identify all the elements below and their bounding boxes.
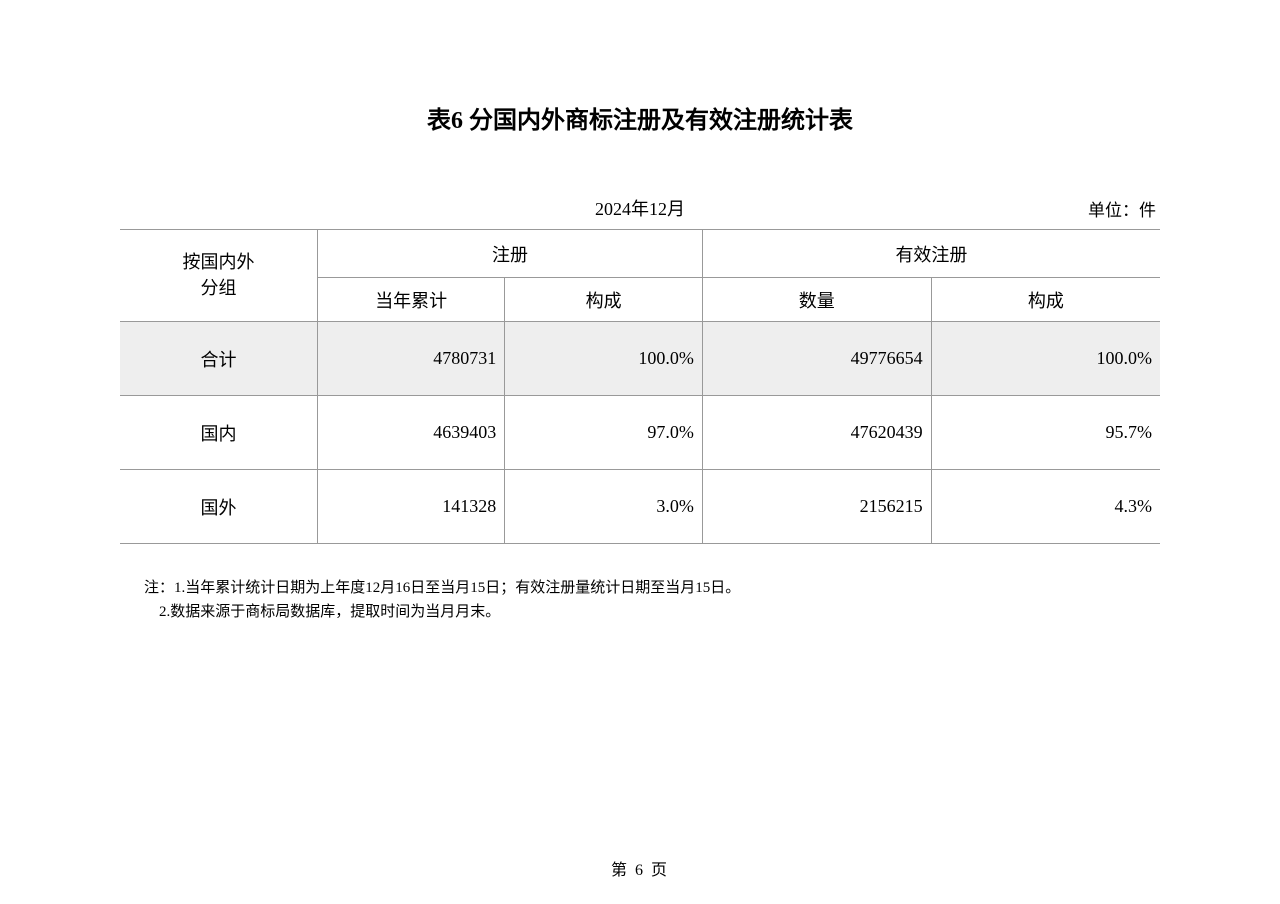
column-header-group-registration: 注册 <box>318 230 703 278</box>
column-header-cumulative: 当年累计 <box>318 278 505 322</box>
table-header-row-1: 按国内外 分组 注册 有效注册 <box>120 230 1160 278</box>
row-header-line-2: 分组 <box>120 276 317 301</box>
column-header-category: 按国内外 分组 <box>120 230 318 322</box>
statistics-table: 按国内外 分组 注册 有效注册 当年累计 构成 数量 构成 合计 4780731… <box>120 229 1160 544</box>
cell-domestic-reg-comp: 97.0% <box>505 396 703 470</box>
cell-total-reg-cum: 4780731 <box>318 322 505 396</box>
column-header-group-valid: 有效注册 <box>702 230 1160 278</box>
unit-label: 单位：件 <box>812 196 1156 221</box>
column-header-composition-1: 构成 <box>505 278 703 322</box>
table-row-domestic: 国内 4639403 97.0% 47620439 95.7% <box>120 396 1160 470</box>
table-row-foreign: 国外 141328 3.0% 2156215 4.3% <box>120 470 1160 544</box>
cell-foreign-reg-cum: 141328 <box>318 470 505 544</box>
cell-domestic-reg-cum: 4639403 <box>318 396 505 470</box>
page-title: 表6 分国内外商标注册及有效注册统计表 <box>120 100 1160 135</box>
cell-domestic-valid-comp: 95.7% <box>931 396 1160 470</box>
page-number: 第 6 页 <box>0 856 1280 880</box>
cell-total-reg-comp: 100.0% <box>505 322 703 396</box>
report-date: 2024年12月 <box>468 195 812 221</box>
footnotes: 注：1.当年累计统计日期为上年度12月16日至当月15日；有效注册量统计日期至当… <box>120 576 1160 624</box>
row-header-line-1: 按国内外 <box>120 250 317 275</box>
footnote-line-2: 2.数据来源于商标局数据库，提取时间为当月月末。 <box>144 600 1160 624</box>
cell-total-label: 合计 <box>120 322 318 396</box>
table-row-total: 合计 4780731 100.0% 49776654 100.0% <box>120 322 1160 396</box>
cell-total-valid-qty: 49776654 <box>702 322 931 396</box>
page-container: 表6 分国内外商标注册及有效注册统计表 2024年12月 单位：件 按国内外 分… <box>0 0 1280 624</box>
cell-foreign-valid-comp: 4.3% <box>931 470 1160 544</box>
cell-foreign-reg-comp: 3.0% <box>505 470 703 544</box>
column-header-composition-2: 构成 <box>931 278 1160 322</box>
cell-foreign-label: 国外 <box>120 470 318 544</box>
cell-domestic-valid-qty: 47620439 <box>702 396 931 470</box>
footnote-line-1: 注：1.当年累计统计日期为上年度12月16日至当月15日；有效注册量统计日期至当… <box>144 576 1160 600</box>
meta-row: 2024年12月 单位：件 <box>120 195 1160 221</box>
cell-foreign-valid-qty: 2156215 <box>702 470 931 544</box>
cell-domestic-label: 国内 <box>120 396 318 470</box>
column-header-quantity: 数量 <box>702 278 931 322</box>
cell-total-valid-comp: 100.0% <box>931 322 1160 396</box>
